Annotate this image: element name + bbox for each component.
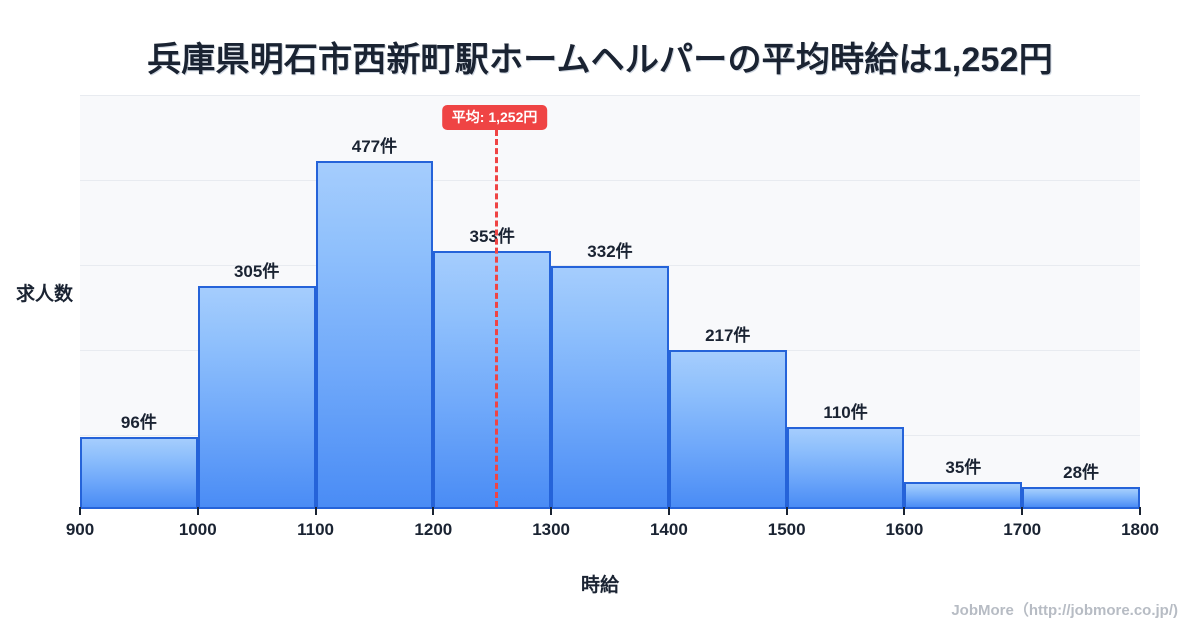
y-axis-title: 求人数 [16, 284, 74, 305]
bar [80, 437, 198, 507]
x-axis-tick-label: 900 [65, 520, 95, 539]
bar-value-label: 353件 [469, 226, 515, 246]
bar-value-label: 110件 [823, 403, 868, 423]
bar-value-label: 35件 [945, 457, 982, 477]
x-axis-tick-label: 1200 [414, 520, 453, 539]
bar-value-label: 305件 [233, 261, 280, 281]
bar-value-label: 28件 [1063, 462, 1100, 482]
bar [668, 349, 787, 507]
x-axis-tick [79, 507, 81, 515]
average-line [494, 130, 498, 507]
bar [433, 250, 552, 507]
bar [197, 285, 316, 507]
bar-value-label: 217件 [705, 325, 751, 345]
bar-value-label: 477件 [351, 137, 398, 156]
gridline [80, 265, 1140, 266]
plot-area: 96件 305件 477件 353件 332件 217件 110件 35件 28件 [80, 95, 1140, 507]
x-axis-tick-label: 1800 [1121, 520, 1159, 539]
x-axis-tick-label: 1100 [297, 520, 334, 539]
x-axis-tick-label: 1700 [1003, 520, 1042, 539]
bar [1022, 486, 1140, 507]
bar [551, 266, 669, 507]
x-axis-line [80, 507, 1140, 509]
bar-value-label: 332件 [587, 242, 633, 262]
page-title: 兵庫県明石市西新町駅ホームヘルパーの平均時給は1,252円 [147, 41, 1053, 79]
x-axis-tick [667, 507, 670, 515]
bar [904, 481, 1023, 507]
bars-layer: 96件 305件 477件 353件 332件 217件 110件 35件 28件 [80, 95, 1140, 507]
x-axis-title: 時給 [580, 575, 619, 596]
x-axis-tick-label: 1400 [649, 520, 688, 539]
bar [315, 161, 434, 507]
watermark: JobMore（http://jobmore.co.jp/) [951, 602, 1178, 619]
x-axis-tick-label: 1300 [532, 520, 571, 539]
x-axis-tick-label: 1000 [178, 520, 217, 539]
gridline [80, 180, 1140, 181]
bar [786, 427, 905, 507]
x-axis-tick [196, 507, 199, 515]
x-axis-tick [903, 507, 906, 515]
x-axis-tick-label: 1600 [885, 520, 924, 539]
gridline [80, 95, 1140, 96]
x-axis-tick [550, 507, 553, 515]
x-axis-tick-label: 1500 [767, 520, 806, 539]
x-axis-tick [432, 507, 435, 515]
x-axis-tick [1139, 507, 1141, 515]
x-axis-tick [785, 507, 788, 515]
average-badge: 平均: 1,252円 [441, 105, 548, 131]
x-axis-tick [1021, 507, 1024, 515]
x-axis-tick [314, 507, 317, 515]
bar-value-label: 96件 [120, 413, 157, 433]
